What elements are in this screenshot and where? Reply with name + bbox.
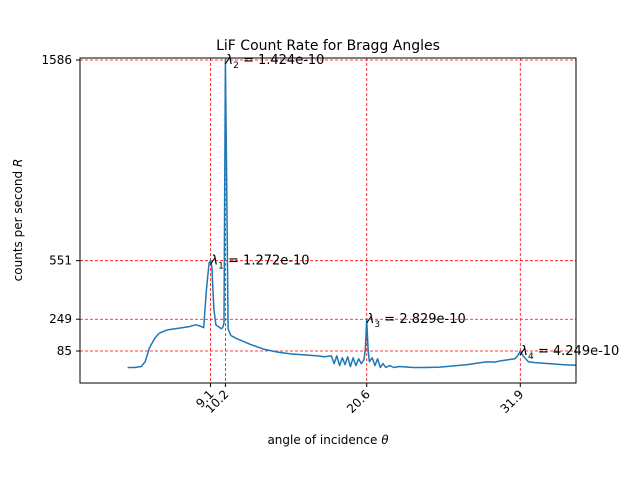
y-tick-label: 1586: [41, 53, 72, 67]
y-ticks: 85 249 551 1586: [41, 53, 80, 358]
annotation-symbol: λ: [366, 312, 375, 327]
x-axis-label-text: angle of incidence: [267, 433, 381, 447]
plot-frame: [79, 57, 577, 384]
peak-annotation: λ2 = 1.424e-10: [224, 53, 324, 71]
annotation-subscript: 2: [233, 61, 239, 71]
annotation-subscript: 1: [218, 262, 224, 272]
annotation-value: = 1.272e-10: [224, 254, 310, 269]
annotation-value: = 2.829e-10: [380, 312, 466, 327]
series-line: [127, 59, 577, 369]
peak-annotation: λ4 = 4.249e-10: [519, 344, 619, 362]
y-axis-label-text: counts per second: [11, 167, 25, 281]
peak-annotation: λ1 = 1.272e-10: [209, 254, 309, 272]
x-axis-label-symbol: θ: [381, 433, 389, 447]
annotation-symbol: λ: [209, 254, 218, 269]
x-axis-label: angle of incidence θ: [267, 433, 389, 447]
annotation-symbol: λ: [224, 53, 233, 68]
series-layer: [127, 59, 577, 369]
y-axis-label: counts per second R: [11, 159, 25, 282]
annotation-symbol: λ: [519, 344, 528, 359]
annotation-value: = 4.249e-10: [534, 344, 620, 359]
annotation-subscript: 4: [528, 352, 534, 362]
chart-title: LiF Count Rate for Bragg Angles: [216, 38, 440, 54]
reference-lines: [80, 58, 576, 383]
annotation-value: = 1.424e-10: [239, 53, 325, 68]
y-axis-label-symbol: R: [11, 159, 25, 167]
y-tick-label: 551: [49, 254, 72, 268]
y-tick-label: 85: [57, 344, 72, 358]
annotation-subscript: 3: [374, 320, 380, 330]
y-tick-label: 249: [49, 312, 72, 326]
peak-annotation: λ3 = 2.829e-10: [366, 312, 466, 330]
